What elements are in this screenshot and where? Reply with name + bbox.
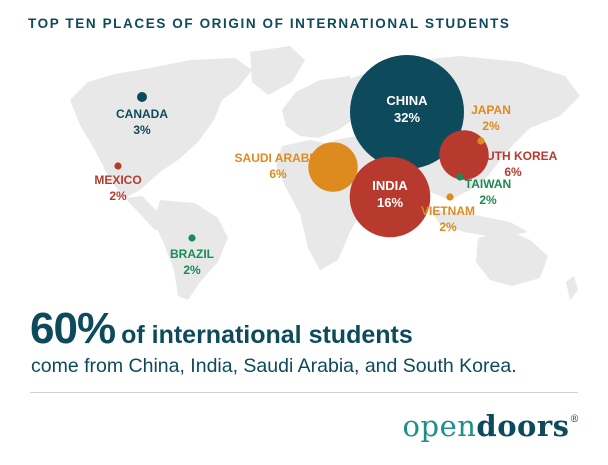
value-china: 32% (394, 110, 420, 125)
bubble-taiwan (456, 173, 464, 181)
bubble-india (349, 156, 431, 238)
land-japan (486, 128, 500, 158)
bubble-south-korea (439, 130, 489, 180)
headline: 60% of international students (30, 304, 413, 354)
headline-text: of international students (121, 321, 413, 349)
land-new-zealand (566, 276, 578, 300)
logo-open: open (402, 409, 477, 443)
label-india: INDIA (372, 178, 408, 193)
label-south-korea: SOUTH KOREA (469, 149, 558, 163)
value-taiwan: 2% (479, 193, 497, 207)
label-vietnam: VIETNAM (421, 204, 475, 218)
label-brazil: BRAZIL (170, 247, 214, 261)
land-north-america (70, 58, 252, 198)
label-japan: JAPAN (471, 103, 511, 117)
value-south-korea: 6% (504, 165, 522, 179)
land-greenland (250, 46, 305, 95)
bubbles-layer (114, 55, 489, 242)
divider (30, 392, 578, 393)
bubble-saudi-arabia (308, 142, 358, 192)
value-india: 16% (377, 195, 403, 210)
label-saudi-arabia: SAUDI ARABIA (235, 151, 322, 165)
logo-registered: ® (569, 414, 580, 425)
bubble-canada (137, 92, 147, 102)
land-south-america (154, 200, 228, 300)
headline-percent: 60% (30, 304, 116, 353)
opendoors-logo: opendoors® (403, 409, 580, 443)
land-europe (282, 76, 362, 138)
logo-doors: doors (476, 409, 570, 443)
value-japan: 2% (482, 119, 500, 133)
label-mexico: MEXICO (94, 173, 141, 187)
value-vietnam: 2% (439, 220, 457, 234)
headline-subtext: come from China, India, Saudi Arabia, an… (31, 355, 517, 377)
value-canada: 3% (133, 123, 151, 137)
value-mexico: 2% (109, 189, 127, 203)
bubble-japan (477, 137, 485, 145)
label-taiwan: TAIWAN (465, 177, 511, 191)
bubble-china (350, 55, 464, 169)
world-map: CHINA 32% INDIA 16% SAUDI ARABIA 6% SOUTH KORE… (70, 46, 580, 300)
bubble-brazil (188, 234, 196, 242)
label-canada: CANADA (116, 107, 168, 121)
land-australia (476, 230, 548, 286)
land-southeast-asia (430, 210, 528, 238)
labels-layer: CHINA 32% INDIA 16% SAUDI ARABIA 6% SOUTH KORE… (94, 93, 557, 277)
chart-title: TOP TEN PLACES OF ORIGIN OF INTERNATIONA… (28, 16, 511, 31)
label-china: CHINA (386, 93, 428, 108)
value-brazil: 2% (183, 263, 201, 277)
bubble-vietnam (446, 193, 454, 201)
value-saudi-arabia: 6% (269, 167, 287, 181)
bubble-mexico (114, 162, 122, 170)
